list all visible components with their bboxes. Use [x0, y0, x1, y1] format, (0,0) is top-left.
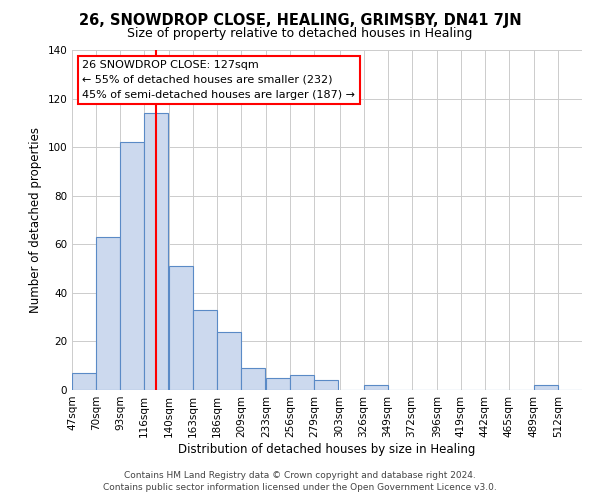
Text: 26 SNOWDROP CLOSE: 127sqm
← 55% of detached houses are smaller (232)
45% of semi: 26 SNOWDROP CLOSE: 127sqm ← 55% of detac…: [82, 60, 355, 100]
Text: 26, SNOWDROP CLOSE, HEALING, GRIMSBY, DN41 7JN: 26, SNOWDROP CLOSE, HEALING, GRIMSBY, DN…: [79, 12, 521, 28]
Bar: [290, 376, 314, 390]
Bar: [364, 385, 388, 390]
Y-axis label: Number of detached properties: Number of detached properties: [29, 127, 42, 313]
Bar: [266, 378, 290, 390]
Bar: [169, 266, 193, 390]
Bar: [72, 373, 96, 390]
Bar: [241, 368, 265, 390]
Bar: [120, 142, 144, 390]
X-axis label: Distribution of detached houses by size in Healing: Distribution of detached houses by size …: [178, 442, 476, 456]
Bar: [193, 310, 217, 390]
Text: Size of property relative to detached houses in Healing: Size of property relative to detached ho…: [127, 28, 473, 40]
Bar: [217, 332, 241, 390]
Text: Contains HM Land Registry data © Crown copyright and database right 2024.
Contai: Contains HM Land Registry data © Crown c…: [103, 471, 497, 492]
Bar: [314, 380, 338, 390]
Bar: [144, 113, 168, 390]
Bar: [534, 385, 558, 390]
Bar: [96, 237, 120, 390]
